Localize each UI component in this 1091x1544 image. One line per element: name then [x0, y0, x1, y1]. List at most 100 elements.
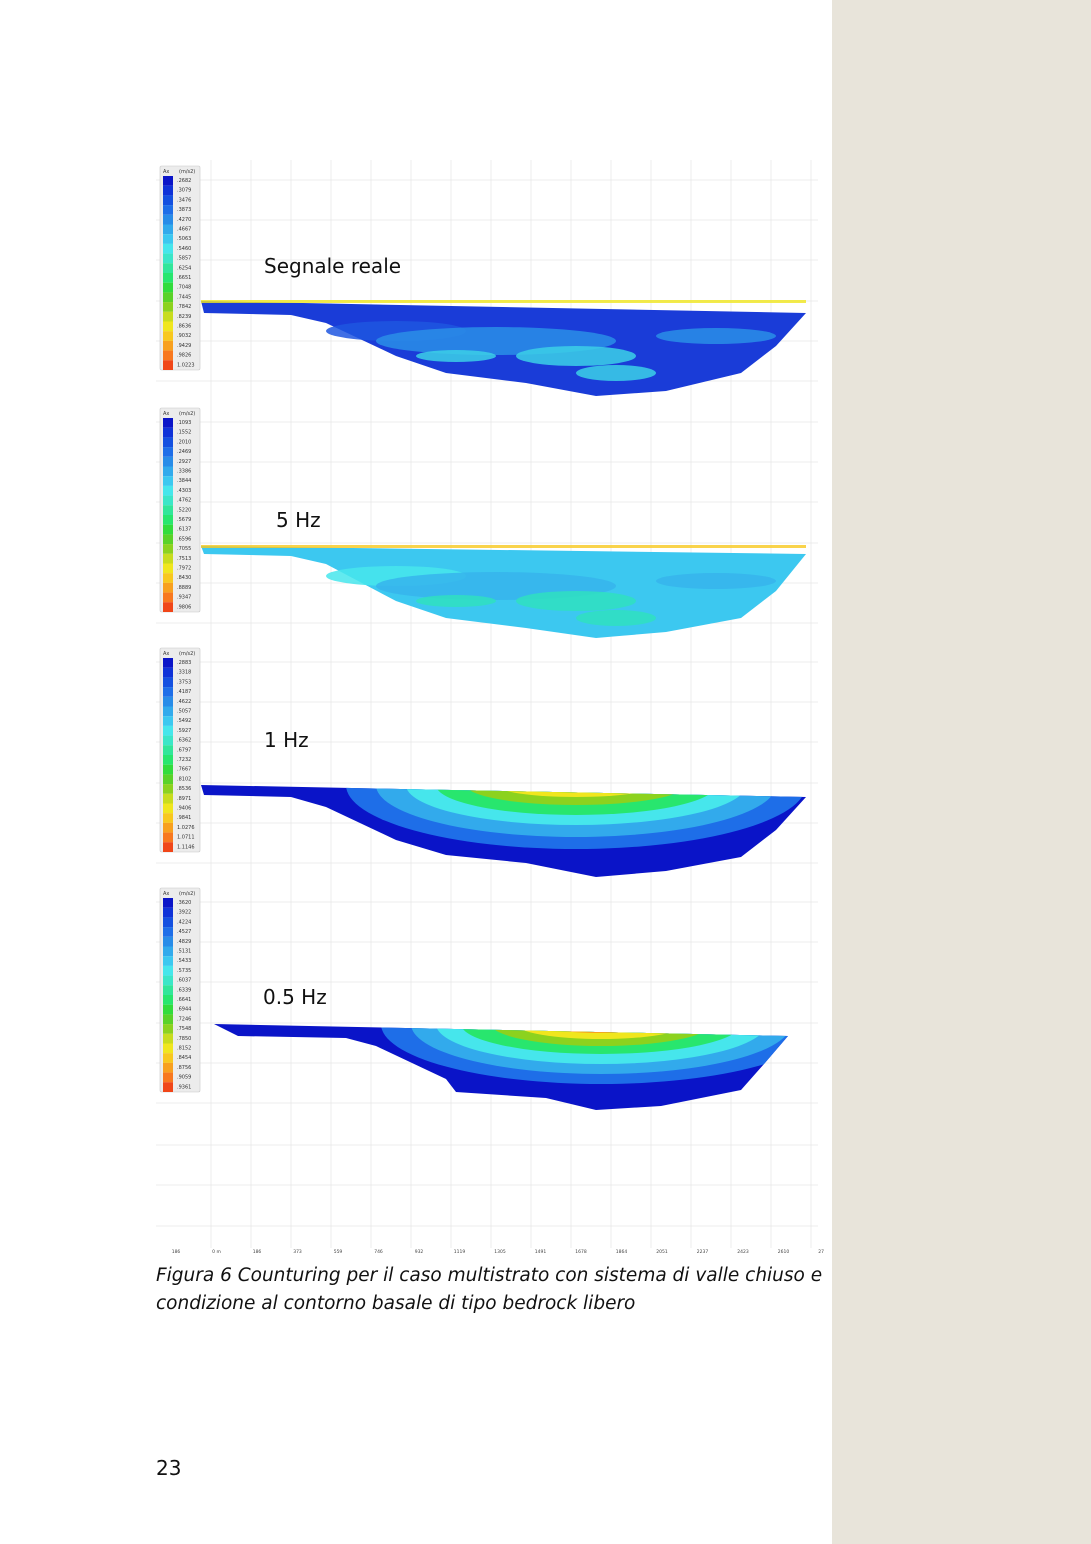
contour-band [436, 785, 716, 815]
legend-header: Ax [163, 411, 169, 417]
legend-swatch [163, 965, 173, 976]
x-tick-label: 932 [415, 1249, 424, 1255]
x-tick-label: 1119 [454, 1249, 466, 1255]
legend-value: 1.1146 [177, 844, 195, 850]
legend-swatch [163, 755, 173, 765]
legend-value: .8971 [177, 796, 191, 802]
x-tick-label: 186 [172, 1249, 181, 1255]
legend-swatch [163, 524, 173, 535]
legend-swatch [163, 985, 173, 995]
legend-value: .7972 [177, 566, 191, 572]
legend-swatch [163, 1053, 173, 1063]
legend-value: .7842 [177, 304, 191, 310]
legend-swatch [163, 936, 173, 947]
contour-band [516, 1024, 686, 1039]
contour-band [541, 785, 611, 789]
legend-swatch [163, 234, 173, 244]
legend-value: .5433 [177, 958, 191, 964]
legend-swatch [163, 243, 173, 254]
contour-patch [656, 573, 776, 589]
legend-unit: (m/s2) [179, 891, 195, 897]
legend-value: .6137 [177, 527, 191, 533]
legend-swatch [163, 745, 173, 755]
legend-value: .3844 [177, 478, 191, 484]
legend-value: .5220 [177, 507, 191, 513]
legend-swatch [163, 975, 173, 986]
contour-patch [576, 610, 656, 626]
legend-value: .8636 [177, 324, 191, 330]
legend-value: .6944 [177, 1007, 191, 1013]
legend-swatch [163, 677, 173, 688]
legend-value: .5131 [177, 949, 191, 955]
legend-value: .4224 [177, 919, 191, 925]
legend-swatch [163, 917, 173, 928]
panel-label-segnale-reale: Segnale reale [264, 254, 402, 278]
legend-value: .7246 [177, 1016, 191, 1022]
x-tick-label: 746 [374, 1249, 383, 1255]
legend-value: .7667 [177, 767, 191, 773]
legend-swatch [163, 1062, 173, 1073]
contour-band [496, 785, 656, 797]
legend-value: .6254 [177, 265, 191, 271]
legend-value: .2927 [177, 459, 191, 465]
contour-patch [576, 365, 656, 381]
legend-swatch [163, 1043, 173, 1054]
legend-value: .5679 [177, 517, 191, 523]
legend-header: Ax [163, 169, 169, 175]
x-tick-label: 1305 [494, 1249, 506, 1255]
legend-value: .7445 [177, 294, 191, 300]
legend-swatch [163, 292, 173, 303]
legend-swatch [163, 437, 173, 448]
legend-value: .8536 [177, 786, 191, 792]
x-tick-label: 186 [253, 1249, 262, 1255]
legend-value: .3079 [177, 188, 191, 194]
legend-swatch [163, 1014, 173, 1025]
surface-band [201, 300, 806, 303]
legend-swatch [163, 898, 173, 908]
legend-value: .9032 [177, 333, 191, 339]
x-tick-label: 2610 [778, 1249, 790, 1255]
legend-value: .4527 [177, 929, 191, 935]
legend-value: .8102 [177, 776, 191, 782]
legend-swatch [163, 350, 173, 361]
legend-swatch [163, 263, 173, 273]
x-tick-label: 373 [293, 1249, 302, 1255]
legend-swatch [163, 456, 173, 467]
x-tick-label: 1864 [616, 1249, 628, 1255]
legend-value: .1552 [177, 430, 191, 436]
legend-value: .5735 [177, 968, 191, 974]
legend-value: .2010 [177, 439, 191, 445]
legend-value: .7513 [177, 556, 191, 562]
legend-swatch [163, 563, 173, 574]
legend-value: .7850 [177, 1036, 191, 1042]
legend-value: .8756 [177, 1065, 191, 1071]
legend-swatch [163, 822, 173, 833]
legend-value: .9826 [177, 353, 191, 359]
legend-swatch [163, 1082, 173, 1092]
legend-value: .7548 [177, 1026, 191, 1032]
legend-swatch [163, 573, 173, 583]
legend-value: .6362 [177, 738, 191, 744]
legend-swatch [163, 544, 173, 554]
legend-swatch [163, 195, 173, 206]
legend-unit: (m/s2) [179, 169, 195, 175]
contour-band [466, 785, 686, 805]
legend-value: .5057 [177, 709, 191, 715]
legend-value: .1093 [177, 420, 191, 426]
legend-value: .4667 [177, 227, 191, 233]
legend-value: .3922 [177, 910, 191, 916]
legend-swatch [163, 803, 173, 814]
legend-swatch [163, 1072, 173, 1083]
legend-value: .4187 [177, 689, 191, 695]
legend-value: .5927 [177, 728, 191, 734]
legend-swatch [163, 832, 173, 843]
legend-swatch [163, 927, 173, 937]
page-side-band [832, 0, 1091, 1544]
x-tick-label: 1491 [535, 1249, 547, 1255]
legend-swatch [163, 995, 173, 1005]
legend-header: Ax [163, 651, 169, 657]
legend-swatch [163, 311, 173, 322]
legend-value: .8889 [177, 585, 191, 591]
legend-swatch [163, 592, 173, 603]
legend-value: .3386 [177, 469, 191, 475]
